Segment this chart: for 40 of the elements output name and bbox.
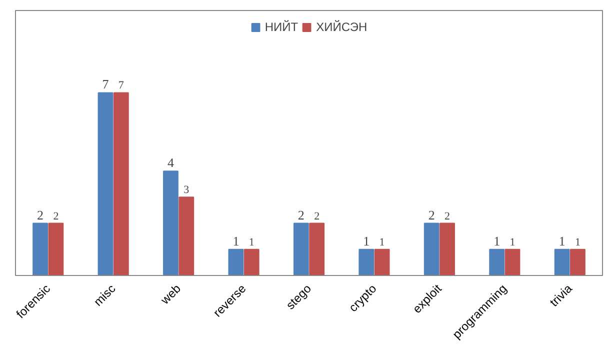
- data-label: 3: [184, 184, 190, 196]
- bar: [570, 248, 586, 276]
- bar: [113, 92, 129, 276]
- bar: [554, 248, 570, 276]
- bar: [309, 222, 325, 276]
- bar: [440, 222, 455, 276]
- bar: [374, 248, 390, 276]
- data-label: 1: [248, 236, 254, 248]
- bar: [48, 222, 64, 276]
- bar: [424, 222, 440, 276]
- data-label: 7: [102, 76, 110, 92]
- data-label: 4: [167, 155, 174, 170]
- data-label: 1: [232, 233, 240, 248]
- bar: [504, 248, 520, 276]
- bar: [293, 222, 309, 276]
- data-label: 1: [363, 233, 370, 248]
- bar: [178, 196, 194, 276]
- data-label: 1: [494, 233, 500, 248]
- bar: [32, 222, 48, 276]
- bar: [228, 248, 244, 276]
- x-tick-label: web: [157, 281, 184, 308]
- bar: [163, 170, 178, 276]
- x-tick-label: misc: [90, 282, 118, 309]
- data-label: 1: [558, 233, 566, 248]
- data-label: 2: [37, 207, 44, 222]
- legend-label: ХИЙСЭН: [316, 20, 368, 34]
- data-label: 2: [444, 210, 450, 222]
- bar: [244, 248, 260, 276]
- data-label: 2: [53, 210, 59, 222]
- data-label: 1: [379, 236, 385, 248]
- data-label: 1: [574, 236, 580, 248]
- legend-label: НИЙТ: [264, 20, 298, 34]
- data-label: 2: [298, 207, 304, 222]
- bar: [98, 92, 114, 276]
- data-label: 7: [118, 80, 124, 92]
- data-label: 1: [510, 236, 516, 248]
- data-label: 2: [314, 210, 320, 222]
- data-label: 2: [428, 207, 435, 222]
- bar: [358, 248, 374, 276]
- bar: [489, 248, 505, 276]
